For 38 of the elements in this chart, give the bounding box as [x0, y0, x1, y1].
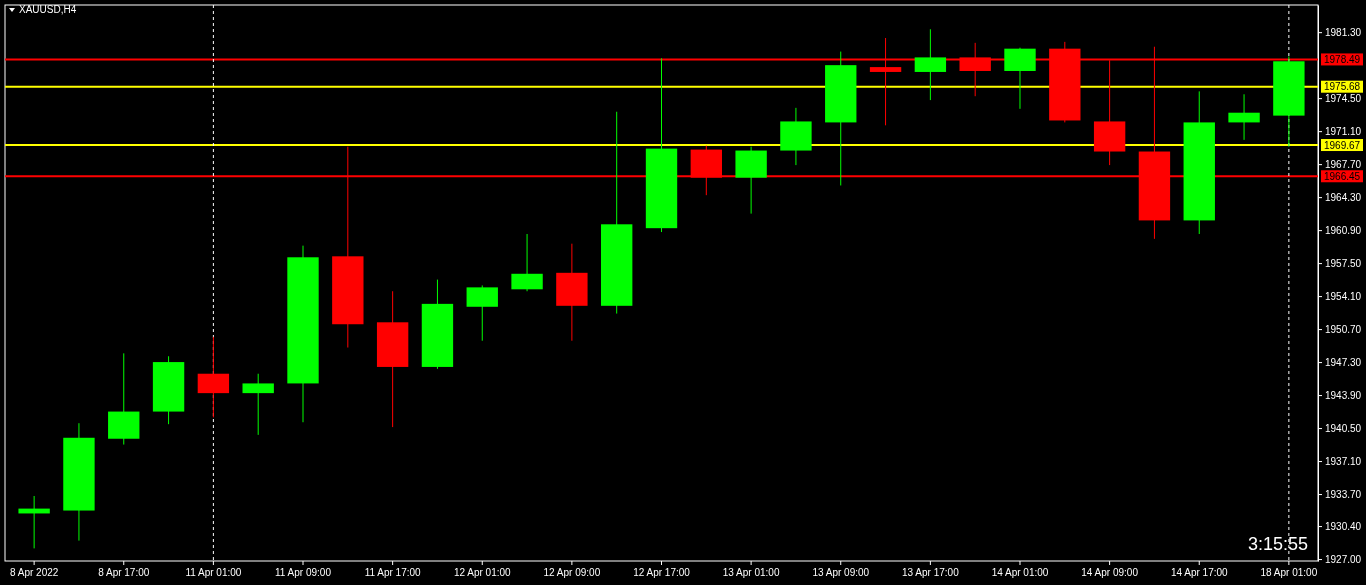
- chart-title: XAUUSD,H4: [19, 4, 77, 15]
- x-tick-label: 11 Apr 17:00: [364, 567, 422, 578]
- x-tick-label: 8 Apr 2022: [9, 567, 59, 578]
- ref-line-label: 1966.45: [1324, 170, 1361, 182]
- y-tick-label: 1943.90: [1325, 389, 1362, 401]
- x-tick-label: 12 Apr 09:00: [543, 567, 601, 578]
- x-tick-label: 14 Apr 09:00: [1081, 567, 1139, 578]
- y-tick-label: 1964.30: [1325, 191, 1362, 203]
- candlestick: [242, 373, 274, 436]
- x-tick-label: 11 Apr 01:00: [185, 567, 242, 578]
- y-tick-label: 1927.00: [1325, 553, 1362, 565]
- y-tick-label: 1930.40: [1325, 520, 1362, 532]
- ref-line-label: 1975.68: [1324, 81, 1361, 93]
- y-tick-label: 1974.50: [1325, 92, 1362, 104]
- y-tick-label: 1957.50: [1325, 257, 1362, 269]
- x-tick-label: 11 Apr 09:00: [275, 567, 332, 578]
- y-tick-label: 1947.30: [1325, 356, 1362, 368]
- x-tick-label: 12 Apr 17:00: [633, 567, 691, 578]
- x-tick-label: 13 Apr 17:00: [902, 567, 960, 578]
- x-tick-label: 14 Apr 01:00: [991, 567, 1049, 578]
- x-tick-label: 12 Apr 01:00: [453, 567, 512, 578]
- y-tick-label: 1950.70: [1325, 323, 1362, 335]
- x-tick-label: 8 Apr 17:00: [98, 567, 150, 578]
- y-tick-label: 1960.90: [1325, 224, 1362, 236]
- x-tick-label: 13 Apr 01:00: [722, 567, 780, 578]
- ref-line-label: 1969.67: [1324, 139, 1361, 151]
- y-tick-label: 1954.10: [1325, 290, 1362, 302]
- ref-line-label: 1978.49: [1324, 53, 1361, 65]
- y-tick-label: 1971.10: [1325, 125, 1362, 137]
- y-tick-label: 1933.70: [1325, 488, 1362, 500]
- annotation: 3:15:55: [1247, 534, 1308, 554]
- y-tick-label: 1937.10: [1325, 455, 1362, 467]
- y-tick-label: 1940.50: [1325, 422, 1362, 434]
- x-tick-label: 13 Apr 09:00: [812, 567, 870, 578]
- x-tick-label: 18 Apr 01:00: [1260, 567, 1318, 578]
- y-tick-label: 1981.30: [1325, 26, 1362, 38]
- y-tick-label: 1967.70: [1325, 158, 1362, 170]
- x-tick-label: 14 Apr 17:00: [1170, 567, 1229, 578]
